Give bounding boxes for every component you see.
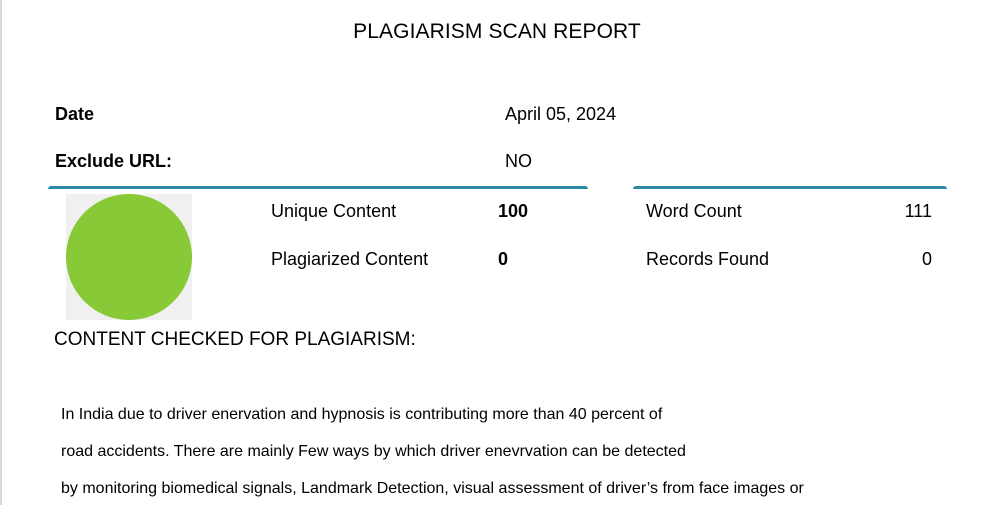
stats-divider-left [48, 186, 588, 189]
records-found-value: 0 [921, 249, 932, 269]
content-line: by monitoring biomedical signals, Landma… [61, 480, 804, 497]
unique-content-label: Unique Content [271, 201, 397, 221]
content-line: road accidents. There are mainly Few way… [61, 443, 686, 460]
uniqueness-pie-chart [66, 194, 192, 320]
stats-divider-right [633, 186, 947, 189]
checked-content-text: In India due to driver enervation and hy… [61, 396, 961, 507]
content-line: In India due to driver enervation and hy… [61, 406, 663, 423]
pie-slice-unique-content [66, 194, 192, 320]
exclude-url-label: Exclude URL: [55, 151, 173, 171]
pie-chart-svg [66, 194, 192, 320]
word-count-value: 111 [904, 201, 932, 221]
plagiarized-content-value: 0 [498, 249, 509, 269]
date-label: Date [55, 104, 95, 124]
report-title: PLAGIARISM SCAN REPORT [353, 20, 641, 43]
plagiarized-content-label: Plagiarized Content [271, 249, 429, 269]
records-found-label: Records Found [646, 249, 770, 269]
date-value: April 05, 2024 [505, 104, 617, 124]
page-left-border [0, 0, 2, 505]
content-heading: CONTENT CHECKED FOR PLAGIARISM: [54, 329, 416, 350]
unique-content-value: 100 [498, 201, 529, 221]
exclude-url-value: NO [505, 151, 532, 171]
word-count-label: Word Count [646, 201, 742, 221]
